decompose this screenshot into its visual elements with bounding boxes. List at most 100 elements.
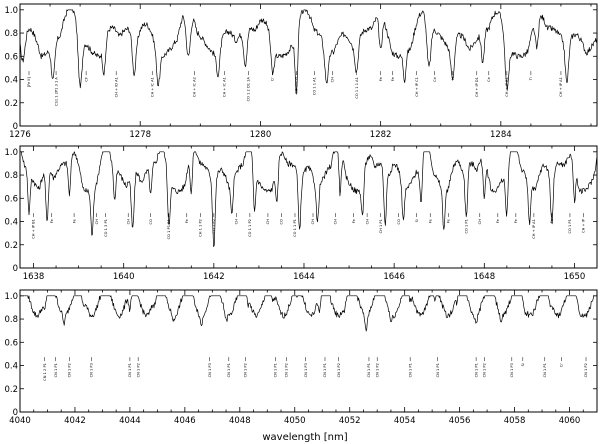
line-id-label: CH + IP D1 <box>475 77 479 97</box>
line-id-label: CN 1 P1 <box>227 363 231 377</box>
x-tick-label: 4060 <box>559 416 581 426</box>
line-id-label: CO <box>397 219 401 225</box>
y-tick-label: 0.2 <box>4 241 18 251</box>
x-tick-label: 4040 <box>9 416 31 426</box>
line-id-label: CH + ID A1 <box>114 77 118 97</box>
line-id-label: CN 1 P1 <box>408 363 412 377</box>
y-tick-label: 0.4 <box>4 362 18 372</box>
plot-frame <box>19 289 598 413</box>
line-id-label: CH <box>311 219 315 225</box>
panel-top: 0 0.2 0.4 0.6 0.8 1.0 1276 1278 1280 1282 1284 [Fe … <box>4 3 598 140</box>
line-id-label: CF <box>84 77 88 82</box>
line-id-label: CN 1 P2 <box>584 363 588 377</box>
y-tick-label: 1.0 <box>4 148 18 158</box>
line-id-label: Fe <box>352 218 356 223</box>
y-tick-label: 0.6 <box>4 194 18 204</box>
line-id-label: CO 1 P1 <box>465 219 469 233</box>
line-id-label: CH <box>331 77 335 83</box>
line-id-label: CH + IP B1 <box>32 219 36 239</box>
x-tick-label: 4044 <box>119 416 141 426</box>
y-tick-label: 0.8 <box>4 315 18 325</box>
x-tick-label: 4052 <box>339 416 361 426</box>
y-tick-label: 0.6 <box>4 338 18 348</box>
line-id-label: CN 1 P1 <box>54 363 58 377</box>
y-tick-label: 0.8 <box>4 29 18 39</box>
line-id-label: Fe <box>428 218 432 223</box>
line-id-label: CN 1 P3 <box>304 363 308 377</box>
y-tick-label: 0 <box>13 264 18 274</box>
line-id-label: Fe <box>50 218 54 223</box>
x-tick-label: 1278 <box>129 130 151 140</box>
x-tick-label: 1276 <box>9 130 31 140</box>
line-id-label: CO 1 3 P1 <box>104 219 108 237</box>
line-id-label: CN 1 P3 <box>208 363 212 377</box>
line-id-label: CH <box>126 219 130 225</box>
line-id-label: CH + IC A1 <box>223 77 227 97</box>
x-tick-label: 1650 <box>564 272 586 282</box>
plot-frame <box>19 3 598 127</box>
line-id-label: CO 1 P2 <box>212 219 216 233</box>
line-id-label: Cr <box>271 77 275 82</box>
x-tick-label: 1280 <box>250 130 272 140</box>
line-id-label: Fe <box>72 218 76 223</box>
line-id-label: CO 1 1 P2 <box>248 219 252 237</box>
line-id-label: CH 1 P1 <box>379 219 383 233</box>
line-id-label: Fe <box>379 76 383 81</box>
line-id-label: Si <box>521 363 525 366</box>
line-id-label: Ce <box>487 76 491 82</box>
line-id-label: CH <box>334 219 338 225</box>
line-id-label: CO 1 1 P1 <box>293 219 297 237</box>
line-id-label: CO <box>149 219 153 225</box>
line-id-label: Fe <box>514 218 518 223</box>
line-id-label: [Fe II] <box>27 77 31 88</box>
x-tick-label: 4048 <box>229 416 251 426</box>
x-tick-label: 1640 <box>113 272 135 282</box>
x-axis-label: wavelength [nm] <box>262 432 347 443</box>
y-tick-label: 0.2 <box>4 385 18 395</box>
line-id-label: CN 1 P2 <box>244 363 248 377</box>
line-id-label: CH + IP C1 <box>415 77 419 97</box>
line-id-label: CN 1 P2 <box>337 363 341 377</box>
line-id-label: Si <box>415 219 419 222</box>
line-id-label: Fe <box>391 76 395 81</box>
y-tick-label: 0 <box>13 122 18 132</box>
line-id-label: CN 1 P2 <box>285 363 289 377</box>
line-id-label: Cr <box>560 363 564 368</box>
x-tick-label: 1644 <box>293 272 315 282</box>
y-tick-label: 1.0 <box>4 292 18 302</box>
line-id-label: Ce <box>433 76 437 82</box>
x-tick-label: 1282 <box>370 130 392 140</box>
line-id-label: CS1 1 2P1 3 1 A <box>54 77 58 106</box>
y-tick-label: 0 <box>13 408 18 418</box>
line-id-label: CH + IP A1 <box>532 219 536 239</box>
line-id-label: CN 1 P1 <box>436 363 440 377</box>
line-id-label: CH <box>365 219 369 225</box>
line-id-label: CO <box>280 219 284 225</box>
line-id-label: CH <box>235 219 239 225</box>
x-tick-label: 1284 <box>490 130 512 140</box>
y-tick-label: 0.4 <box>4 76 18 86</box>
line-id-label: CH + IP <box>582 218 586 233</box>
line-id-label: CO 1 1 1 A1 <box>355 77 359 99</box>
spectrum-line <box>19 9 598 95</box>
y-tick-label: 0.6 <box>4 52 18 62</box>
x-tick-label: 4058 <box>504 416 526 426</box>
line-id-label: CN 1 P2 <box>136 363 140 377</box>
line-id-label: CO 1 P1 B1 <box>167 219 171 239</box>
line-id-label: CN 1 P2 <box>68 363 72 377</box>
plot-frame <box>19 145 598 269</box>
y-tick-label: 0.8 <box>4 171 18 181</box>
line-id-label: CN 1 P1 <box>323 363 327 377</box>
line-id-label: CO 1 2 D1 1A <box>247 77 251 102</box>
x-tick-label: 4056 <box>449 416 471 426</box>
panel-bottom: 0 0.2 0.4 0.6 0.8 1.0 4040 4042 4044 4046 4048 4050… <box>4 289 598 426</box>
y-tick-label: 1.0 <box>4 6 18 16</box>
line-id-label: CN 1 P3 <box>90 363 94 377</box>
line-id-label: CO 1 1 A1 <box>313 77 317 95</box>
line-id-label: CN 1 P3 <box>510 363 514 377</box>
line-id-label: Fe <box>185 218 189 223</box>
line-id-label: Ti <box>529 77 533 81</box>
line-id-label: CH 1 1 P2 <box>199 219 203 237</box>
x-tick-label: 4054 <box>394 416 416 426</box>
